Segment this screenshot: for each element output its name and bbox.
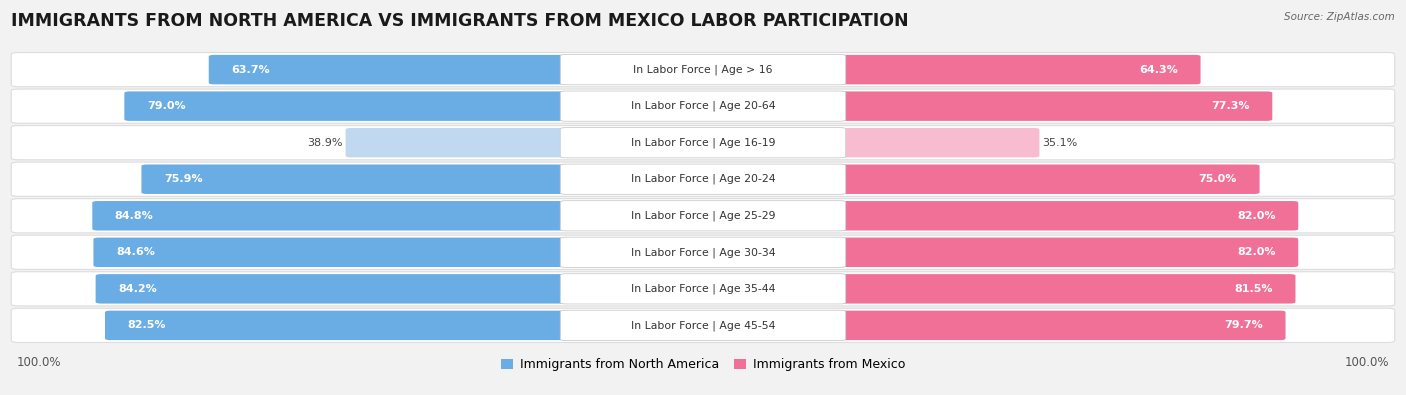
FancyBboxPatch shape <box>560 310 846 340</box>
FancyBboxPatch shape <box>560 55 846 85</box>
Text: In Labor Force | Age 30-34: In Labor Force | Age 30-34 <box>631 247 775 258</box>
Text: 79.0%: 79.0% <box>146 101 186 111</box>
FancyBboxPatch shape <box>124 91 571 121</box>
Text: In Labor Force | Age 35-44: In Labor Force | Age 35-44 <box>631 284 775 294</box>
FancyBboxPatch shape <box>105 310 571 340</box>
FancyBboxPatch shape <box>560 164 846 194</box>
FancyBboxPatch shape <box>11 53 1395 87</box>
FancyBboxPatch shape <box>208 55 571 85</box>
FancyBboxPatch shape <box>11 308 1395 342</box>
FancyBboxPatch shape <box>11 199 1395 233</box>
Text: 35.1%: 35.1% <box>1042 138 1077 148</box>
Text: Source: ZipAtlas.com: Source: ZipAtlas.com <box>1284 12 1395 22</box>
Text: 82.5%: 82.5% <box>128 320 166 330</box>
Text: 84.2%: 84.2% <box>118 284 157 294</box>
FancyBboxPatch shape <box>560 91 846 121</box>
FancyBboxPatch shape <box>93 237 571 267</box>
Text: In Labor Force | Age 25-29: In Labor Force | Age 25-29 <box>631 211 775 221</box>
Text: 100.0%: 100.0% <box>1344 356 1389 369</box>
FancyBboxPatch shape <box>560 237 846 267</box>
FancyBboxPatch shape <box>835 91 1272 121</box>
Text: In Labor Force | Age 45-54: In Labor Force | Age 45-54 <box>631 320 775 331</box>
FancyBboxPatch shape <box>11 89 1395 123</box>
FancyBboxPatch shape <box>560 128 846 158</box>
Text: In Labor Force | Age 20-64: In Labor Force | Age 20-64 <box>631 101 775 111</box>
Text: 77.3%: 77.3% <box>1212 101 1250 111</box>
FancyBboxPatch shape <box>835 164 1260 194</box>
Text: IMMIGRANTS FROM NORTH AMERICA VS IMMIGRANTS FROM MEXICO LABOR PARTICIPATION: IMMIGRANTS FROM NORTH AMERICA VS IMMIGRA… <box>11 12 908 30</box>
FancyBboxPatch shape <box>11 272 1395 306</box>
Text: 75.0%: 75.0% <box>1199 174 1237 184</box>
Text: 64.3%: 64.3% <box>1139 65 1178 75</box>
Text: In Labor Force | Age > 16: In Labor Force | Age > 16 <box>633 64 773 75</box>
FancyBboxPatch shape <box>96 274 571 304</box>
Text: 63.7%: 63.7% <box>231 65 270 75</box>
Text: 84.8%: 84.8% <box>115 211 153 221</box>
FancyBboxPatch shape <box>835 128 1039 158</box>
Text: 81.5%: 81.5% <box>1234 284 1272 294</box>
Text: In Labor Force | Age 20-24: In Labor Force | Age 20-24 <box>631 174 775 184</box>
FancyBboxPatch shape <box>560 274 846 304</box>
FancyBboxPatch shape <box>11 235 1395 269</box>
Text: 82.0%: 82.0% <box>1237 247 1275 257</box>
FancyBboxPatch shape <box>93 201 571 231</box>
FancyBboxPatch shape <box>346 128 571 158</box>
Text: 100.0%: 100.0% <box>17 356 62 369</box>
Text: 84.6%: 84.6% <box>115 247 155 257</box>
FancyBboxPatch shape <box>835 55 1201 85</box>
Text: 75.9%: 75.9% <box>165 174 202 184</box>
FancyBboxPatch shape <box>835 201 1298 231</box>
Text: 38.9%: 38.9% <box>308 138 343 148</box>
FancyBboxPatch shape <box>142 164 571 194</box>
FancyBboxPatch shape <box>11 126 1395 160</box>
Text: 82.0%: 82.0% <box>1237 211 1275 221</box>
Text: In Labor Force | Age 16-19: In Labor Force | Age 16-19 <box>631 137 775 148</box>
FancyBboxPatch shape <box>560 201 846 231</box>
FancyBboxPatch shape <box>835 237 1298 267</box>
FancyBboxPatch shape <box>11 162 1395 196</box>
Legend: Immigrants from North America, Immigrants from Mexico: Immigrants from North America, Immigrant… <box>501 358 905 371</box>
FancyBboxPatch shape <box>835 310 1285 340</box>
Text: 79.7%: 79.7% <box>1225 320 1263 330</box>
FancyBboxPatch shape <box>835 274 1295 304</box>
